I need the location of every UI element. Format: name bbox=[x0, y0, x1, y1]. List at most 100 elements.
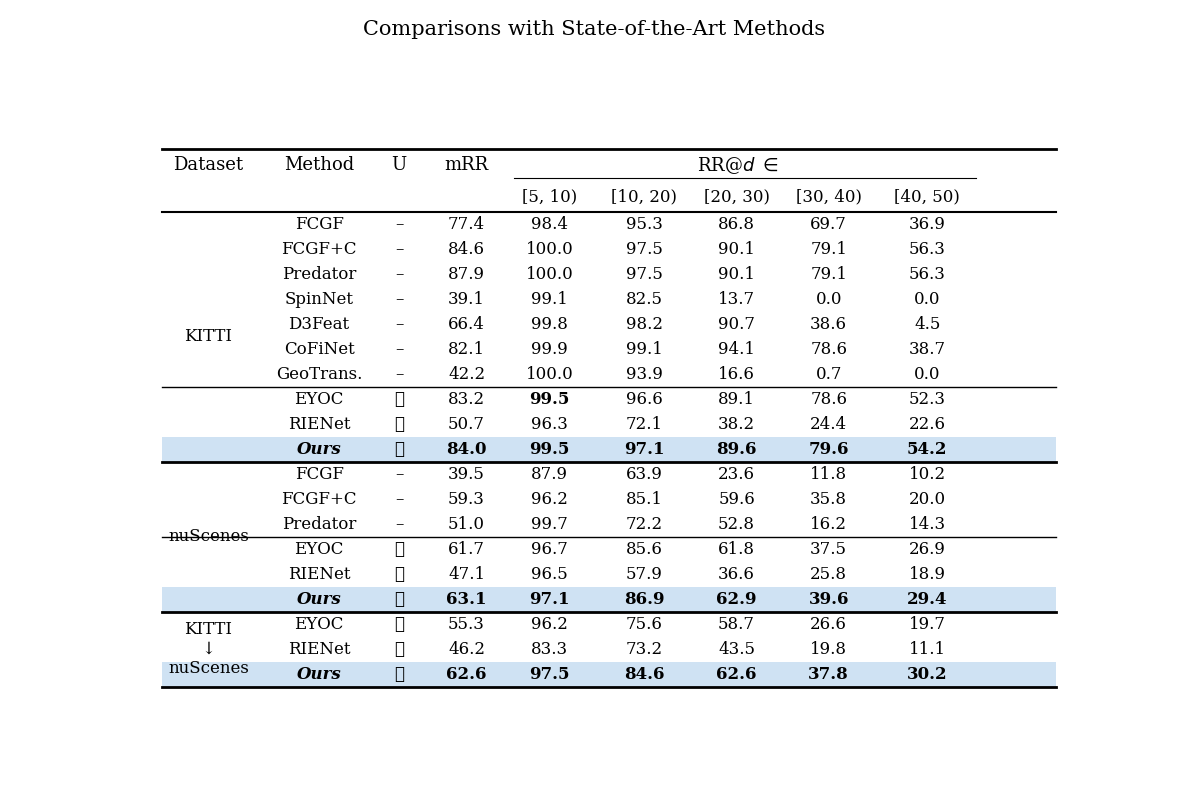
Text: ✓: ✓ bbox=[395, 566, 404, 582]
Text: 96.6: 96.6 bbox=[625, 391, 662, 408]
Text: 77.4: 77.4 bbox=[448, 216, 485, 233]
Text: 82.1: 82.1 bbox=[448, 341, 485, 358]
Text: CoFiNet: CoFiNet bbox=[284, 341, 354, 358]
Text: 0.0: 0.0 bbox=[914, 291, 940, 308]
Text: 37.5: 37.5 bbox=[810, 541, 848, 557]
Text: 4.5: 4.5 bbox=[914, 316, 940, 333]
Text: [30, 40): [30, 40) bbox=[795, 188, 862, 206]
Text: 57.9: 57.9 bbox=[625, 566, 662, 582]
Text: 89.6: 89.6 bbox=[716, 441, 756, 458]
Text: 58.7: 58.7 bbox=[718, 615, 755, 633]
Text: 90.1: 90.1 bbox=[718, 266, 755, 283]
Text: 43.5: 43.5 bbox=[718, 641, 755, 658]
Text: 72.1: 72.1 bbox=[625, 416, 663, 433]
Text: 93.9: 93.9 bbox=[625, 366, 662, 383]
Text: 11.8: 11.8 bbox=[810, 466, 848, 483]
Text: [10, 20): [10, 20) bbox=[611, 188, 678, 206]
Text: EYOC: EYOC bbox=[295, 391, 344, 408]
Text: –: – bbox=[395, 366, 403, 383]
Text: 89.1: 89.1 bbox=[718, 391, 755, 408]
Text: Ours: Ours bbox=[297, 666, 341, 683]
Text: FCGF+C: FCGF+C bbox=[282, 241, 357, 258]
Text: 98.4: 98.4 bbox=[531, 216, 568, 233]
Text: 59.3: 59.3 bbox=[448, 491, 485, 508]
Text: 97.1: 97.1 bbox=[529, 590, 570, 608]
Text: 59.6: 59.6 bbox=[718, 491, 755, 508]
Text: –: – bbox=[395, 466, 403, 483]
Text: 100.0: 100.0 bbox=[526, 266, 573, 283]
Text: 16.2: 16.2 bbox=[810, 516, 848, 533]
Text: 99.7: 99.7 bbox=[531, 516, 568, 533]
Text: 96.5: 96.5 bbox=[531, 566, 568, 582]
Text: 99.9: 99.9 bbox=[531, 341, 568, 358]
Text: 78.6: 78.6 bbox=[810, 341, 848, 358]
Text: ✓: ✓ bbox=[395, 590, 404, 608]
Text: Ours: Ours bbox=[297, 590, 341, 608]
Text: 85.6: 85.6 bbox=[625, 541, 662, 557]
Text: Predator: Predator bbox=[282, 516, 357, 533]
Text: 82.5: 82.5 bbox=[625, 291, 663, 308]
Text: 72.2: 72.2 bbox=[625, 516, 663, 533]
Text: 99.1: 99.1 bbox=[531, 291, 568, 308]
Text: 62.9: 62.9 bbox=[716, 590, 756, 608]
Text: 75.6: 75.6 bbox=[625, 615, 662, 633]
Text: GeoTrans.: GeoTrans. bbox=[276, 366, 363, 383]
Text: 18.9: 18.9 bbox=[908, 566, 945, 582]
Text: 94.1: 94.1 bbox=[718, 341, 755, 358]
Bar bbox=[163, 662, 1056, 687]
Text: ✓: ✓ bbox=[395, 666, 404, 683]
Text: –: – bbox=[395, 516, 403, 533]
Text: 38.2: 38.2 bbox=[718, 416, 755, 433]
Text: 97.5: 97.5 bbox=[625, 241, 662, 258]
Text: 66.4: 66.4 bbox=[448, 316, 485, 333]
Text: 99.8: 99.8 bbox=[531, 316, 568, 333]
Text: 96.7: 96.7 bbox=[531, 541, 568, 557]
Text: 36.6: 36.6 bbox=[718, 566, 755, 582]
Text: 97.5: 97.5 bbox=[625, 266, 662, 283]
Text: SpinNet: SpinNet bbox=[284, 291, 353, 308]
Text: 61.7: 61.7 bbox=[448, 541, 485, 557]
Text: 38.6: 38.6 bbox=[810, 316, 848, 333]
Text: 11.1: 11.1 bbox=[908, 641, 945, 658]
Text: 63.1: 63.1 bbox=[446, 590, 486, 608]
Text: 39.6: 39.6 bbox=[809, 590, 849, 608]
Text: 96.2: 96.2 bbox=[531, 491, 568, 508]
Text: Comparisons with State-of-the-Art Methods: Comparisons with State-of-the-Art Method… bbox=[364, 20, 825, 38]
Text: 29.4: 29.4 bbox=[907, 590, 948, 608]
Text: 52.8: 52.8 bbox=[718, 516, 755, 533]
Text: FCGF: FCGF bbox=[295, 216, 344, 233]
Text: 51.0: 51.0 bbox=[448, 516, 485, 533]
Text: 97.5: 97.5 bbox=[529, 666, 570, 683]
Text: 62.6: 62.6 bbox=[446, 666, 486, 683]
Text: ✓: ✓ bbox=[395, 541, 404, 557]
Text: 30.2: 30.2 bbox=[907, 666, 948, 683]
Text: 35.8: 35.8 bbox=[810, 491, 848, 508]
Text: ✓: ✓ bbox=[395, 641, 404, 658]
Text: 85.1: 85.1 bbox=[625, 491, 663, 508]
Text: 63.9: 63.9 bbox=[625, 466, 662, 483]
Text: 99.5: 99.5 bbox=[529, 441, 570, 458]
Text: 79.1: 79.1 bbox=[810, 241, 848, 258]
Text: FCGF+C: FCGF+C bbox=[282, 491, 357, 508]
Text: KITTI
↓
nuScenes: KITTI ↓ nuScenes bbox=[168, 621, 249, 677]
Text: 84.0: 84.0 bbox=[446, 441, 486, 458]
Text: 39.1: 39.1 bbox=[448, 291, 485, 308]
Text: mRR: mRR bbox=[445, 156, 489, 174]
Text: nuScenes: nuScenes bbox=[168, 528, 249, 546]
Text: 100.0: 100.0 bbox=[526, 366, 573, 383]
Text: 0.7: 0.7 bbox=[816, 366, 842, 383]
Text: FCGF: FCGF bbox=[295, 466, 344, 483]
Text: 79.6: 79.6 bbox=[809, 441, 849, 458]
Text: 26.6: 26.6 bbox=[810, 615, 847, 633]
Text: 90.7: 90.7 bbox=[718, 316, 755, 333]
Text: 55.3: 55.3 bbox=[448, 615, 485, 633]
Text: 56.3: 56.3 bbox=[908, 241, 945, 258]
Text: 83.2: 83.2 bbox=[448, 391, 485, 408]
Text: –: – bbox=[395, 291, 403, 308]
Text: 86.8: 86.8 bbox=[718, 216, 755, 233]
Text: 56.3: 56.3 bbox=[908, 266, 945, 283]
Text: 22.6: 22.6 bbox=[908, 416, 945, 433]
Text: [5, 10): [5, 10) bbox=[522, 188, 577, 206]
Text: RR@$d$ $\in$: RR@$d$ $\in$ bbox=[698, 155, 779, 176]
Bar bbox=[163, 586, 1056, 612]
